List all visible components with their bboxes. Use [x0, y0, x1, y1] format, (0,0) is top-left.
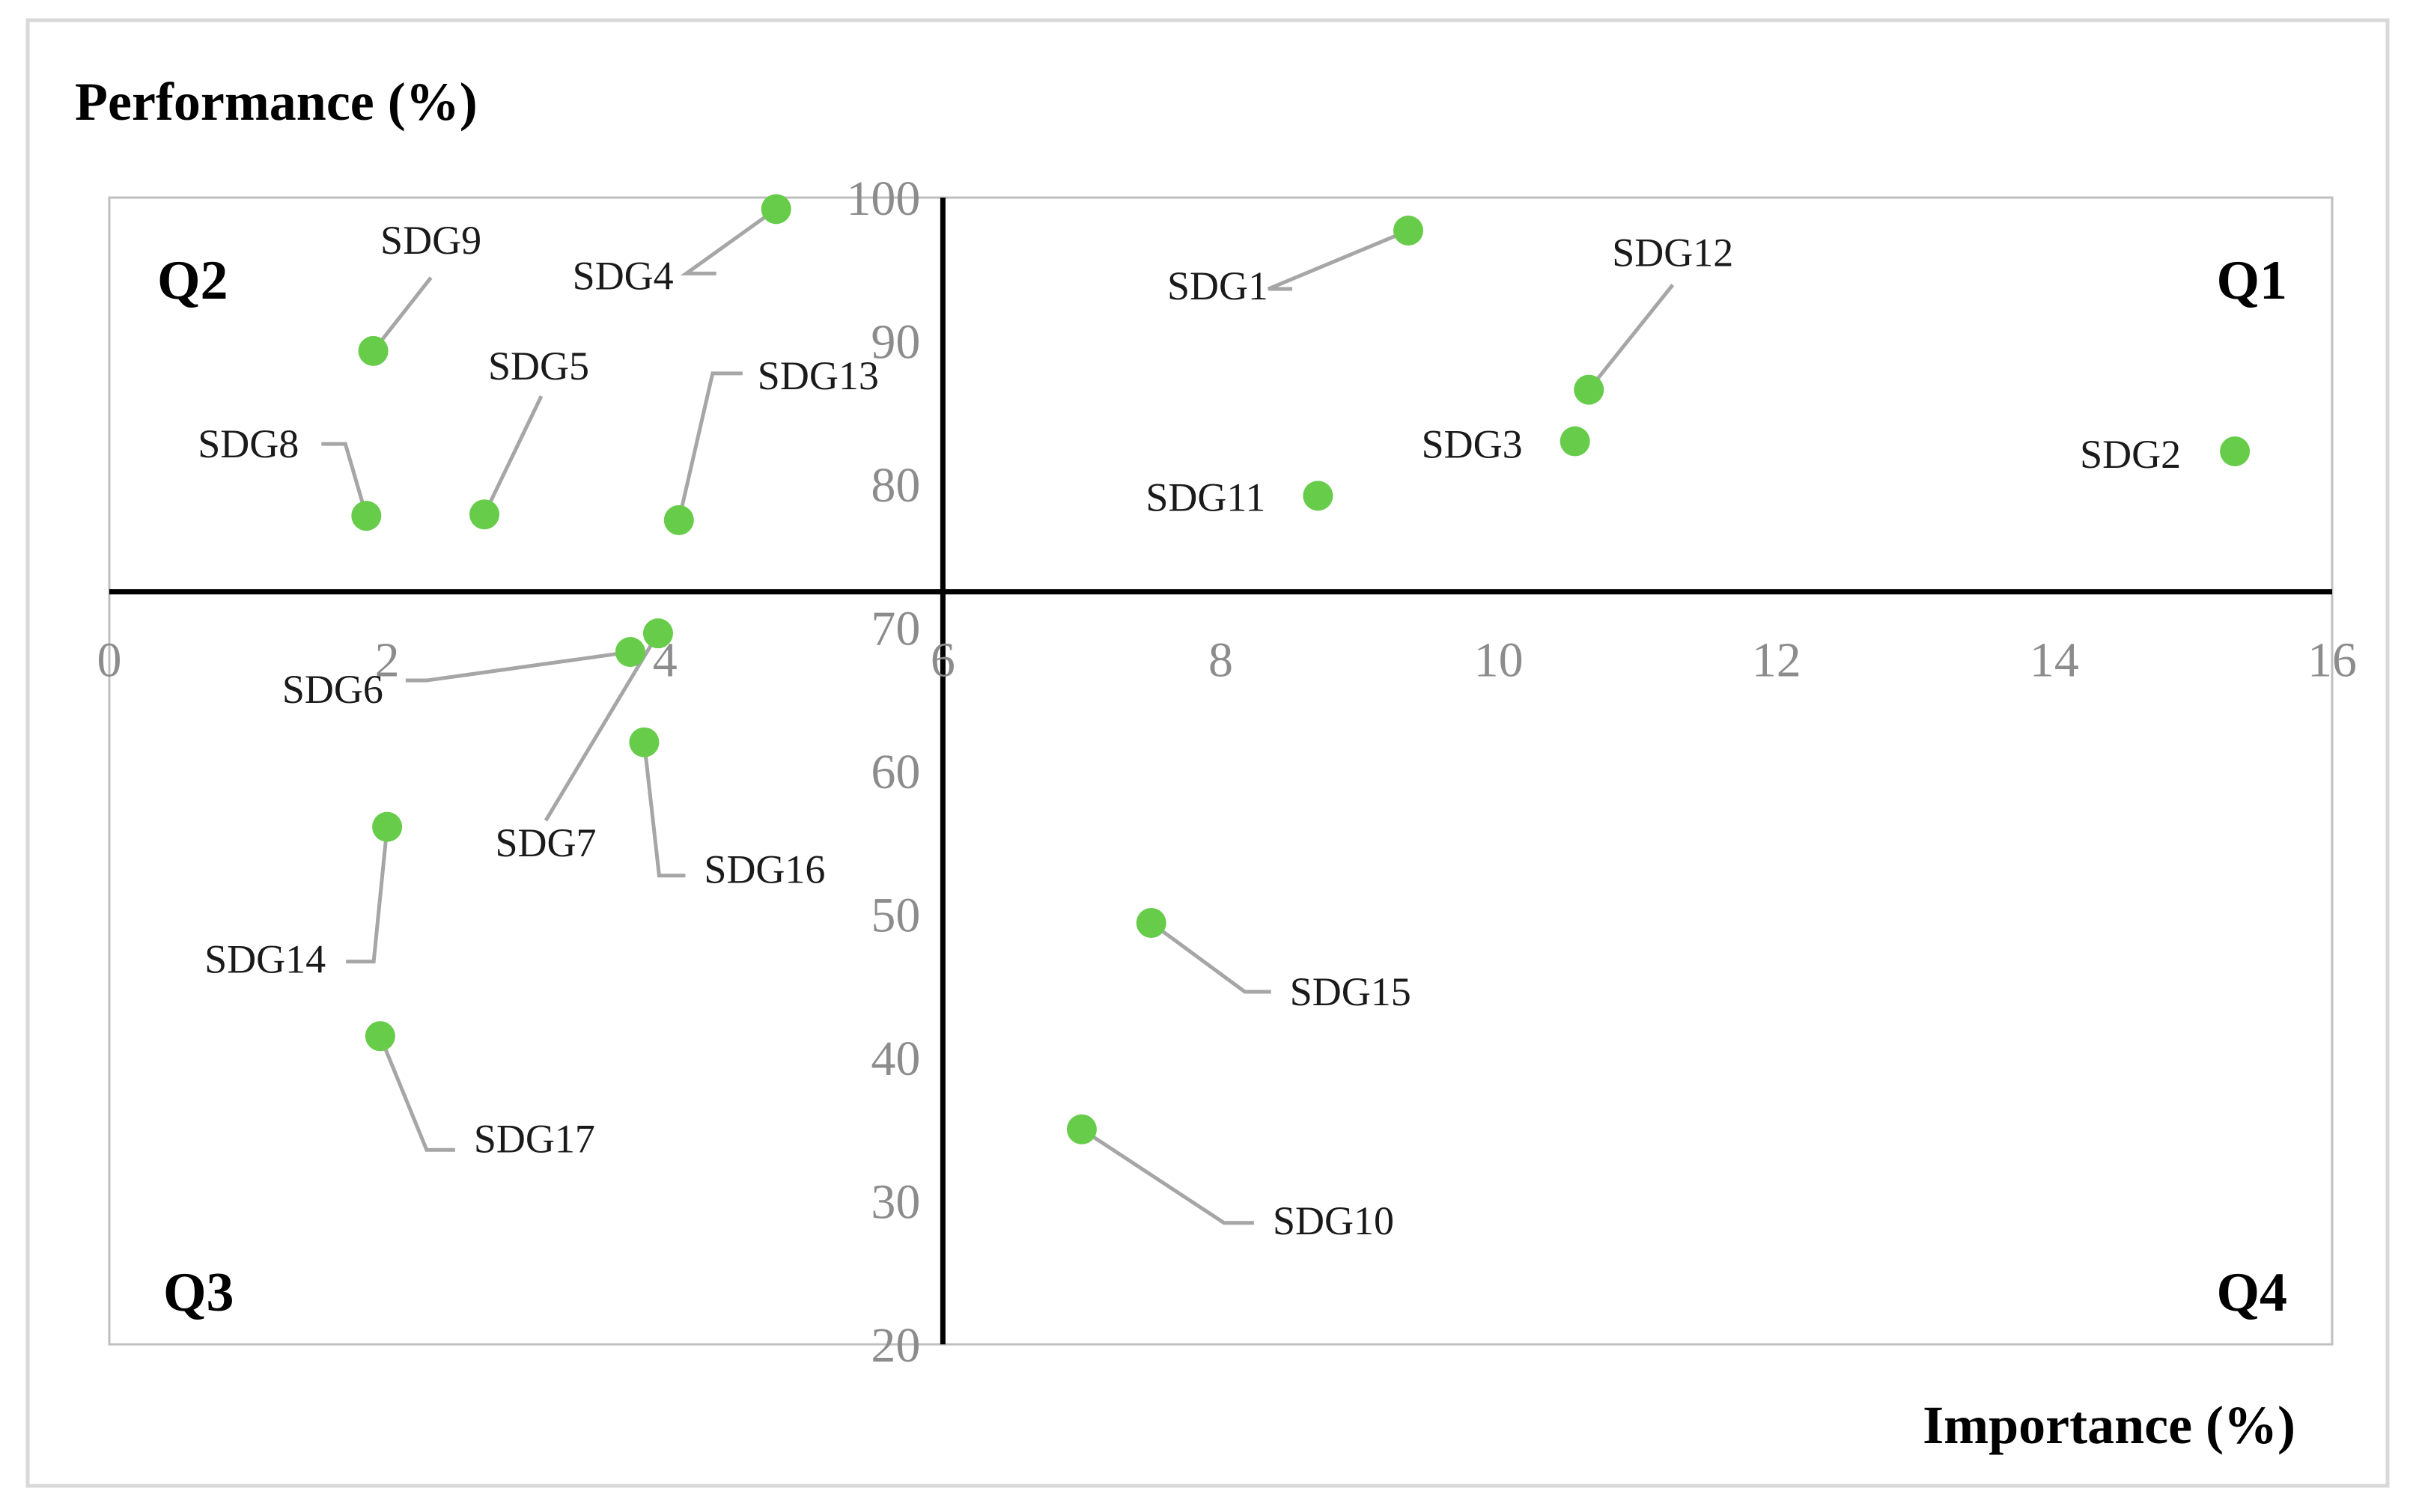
point-label-sdg4: SDG4	[573, 253, 674, 298]
quadrant-label-q1: Q1	[2216, 250, 2287, 311]
point-label-sdg6: SDG6	[282, 667, 383, 712]
leader-line-sdg13	[677, 371, 743, 521]
x-tick-label: 12	[1752, 633, 1801, 688]
data-point-sdg5	[469, 499, 500, 530]
data-point-sdg16	[629, 727, 660, 757]
data-point-sdg11	[1303, 481, 1333, 511]
y-tick-label: 60	[871, 745, 920, 799]
data-point-sdg14	[372, 811, 403, 842]
leader-line-sdg14	[346, 826, 389, 964]
data-point-sdg13	[663, 504, 694, 535]
data-points	[351, 194, 2251, 1144]
data-point-sdg1	[1393, 216, 1424, 246]
leader-line-sdg12	[1587, 284, 1675, 391]
point-label-sdg13: SDG13	[758, 353, 879, 398]
leader-line-sdg15	[1150, 921, 1271, 994]
y-tick-label: 80	[871, 458, 920, 513]
x-tick-label: 0	[97, 633, 122, 688]
leader-line-sdg17	[378, 1035, 455, 1152]
quadrant-label-q4: Q4	[2216, 1262, 2287, 1323]
leader-line-sdg16	[642, 742, 686, 878]
x-tick-label: 16	[2307, 633, 2357, 688]
x-tick-label: 14	[2030, 633, 2079, 688]
data-point-sdg8	[351, 501, 382, 531]
point-label-sdg12: SDG12	[1612, 231, 1733, 275]
y-tick-label: 30	[871, 1175, 920, 1230]
point-label-sdg7: SDG7	[495, 820, 596, 865]
y-tick-label: 100	[846, 171, 920, 226]
x-axis-title: Importance (%)	[1923, 1395, 2295, 1455]
y-tick-label: 90	[871, 315, 920, 370]
point-label-sdg15: SDG15	[1290, 969, 1411, 1014]
leader-line-sdg4	[680, 207, 778, 275]
leader-line-sdg10	[1080, 1127, 1254, 1225]
point-label-sdg9: SDG9	[380, 218, 481, 263]
point-label-sdg5: SDG5	[488, 344, 589, 388]
leader-lines	[321, 207, 1675, 1225]
point-label-sdg14: SDG14	[204, 937, 326, 982]
quadrant-labels: Q1 Q2 Q3 Q4	[157, 250, 2287, 1323]
data-point-sdg9	[358, 335, 389, 366]
leader-line-sdg8	[321, 442, 368, 516]
point-labels: SDG1 SDG2 SDG3 SDG4 SDG5 SDG6 SDG7 SDG8 SDG9 SDG1…	[198, 218, 2181, 1243]
x-tick-label: 10	[1474, 633, 1524, 688]
data-point-sdg10	[1066, 1114, 1097, 1144]
y-tick-label: 70	[871, 602, 920, 656]
point-label-sdg10: SDG10	[1273, 1198, 1394, 1243]
leader-line-sdg9	[371, 276, 433, 353]
data-point-sdg2	[2220, 436, 2251, 466]
point-label-sdg8: SDG8	[198, 421, 299, 466]
point-label-sdg2: SDG2	[2080, 432, 2181, 477]
point-label-sdg16: SDG16	[704, 847, 825, 892]
data-point-sdg6	[615, 637, 645, 668]
data-point-sdg15	[1136, 907, 1166, 938]
point-label-sdg17: SDG17	[474, 1116, 595, 1161]
point-label-sdg3: SDG3	[1422, 422, 1523, 467]
y-tick-label: 50	[871, 888, 920, 943]
data-point-sdg4	[761, 194, 791, 225]
data-point-sdg7	[642, 618, 673, 649]
x-tick-label: 8	[1208, 633, 1233, 688]
y-tick-label: 40	[871, 1031, 920, 1086]
x-tick-label: 2	[375, 633, 400, 688]
quadrant-label-q2: Q2	[157, 250, 228, 311]
leader-line-sdg6	[405, 650, 631, 683]
leader-line-sdg7	[544, 632, 660, 822]
leader-line-sdg1	[1268, 228, 1409, 291]
y-axis-title: Performance (%)	[75, 72, 478, 132]
point-label-sdg11: SDG11	[1145, 475, 1265, 519]
data-point-sdg17	[365, 1021, 395, 1052]
x-tick-label: 6	[931, 633, 955, 688]
data-point-sdg12	[1574, 374, 1604, 405]
y-tick-label: 20	[871, 1318, 920, 1373]
leader-line-sdg5	[482, 395, 544, 516]
plot-area	[108, 196, 2334, 1346]
axes	[109, 198, 2332, 1344]
data-point-sdg3	[1560, 426, 1590, 457]
point-label-sdg1: SDG1	[1167, 263, 1268, 308]
quadrant-label-q3: Q3	[163, 1262, 234, 1323]
